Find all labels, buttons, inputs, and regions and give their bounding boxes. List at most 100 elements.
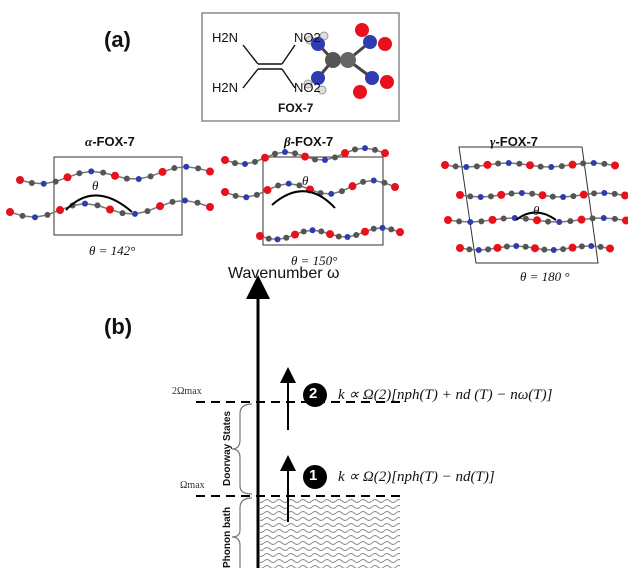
nitrogen-atom bbox=[32, 214, 38, 221]
carbon-atom bbox=[171, 165, 178, 172]
amine-group-top: H2N bbox=[212, 30, 239, 45]
alpha-phase-title: α-FOX-7 bbox=[85, 134, 135, 149]
nitrogen-atom bbox=[550, 246, 557, 253]
oxygen-atom bbox=[206, 202, 214, 211]
carbon-atom bbox=[452, 163, 459, 170]
oxygen-atom bbox=[483, 160, 492, 169]
nitrogen-atom bbox=[588, 243, 595, 250]
step-2-number: 2 bbox=[309, 385, 318, 402]
beta-unit-cell bbox=[262, 156, 384, 246]
level-omega-label: Ωmax bbox=[180, 480, 205, 491]
carbon-atom bbox=[529, 190, 536, 197]
carbon-atom bbox=[549, 193, 556, 200]
nitrogen-atom bbox=[243, 194, 250, 201]
carbon-atom bbox=[296, 182, 303, 189]
carbon-atom bbox=[144, 208, 151, 215]
nitrogen-atom bbox=[135, 175, 142, 182]
carbon-atom bbox=[495, 160, 502, 167]
nitrogen-atom bbox=[475, 246, 482, 253]
carbon-atom bbox=[522, 243, 529, 250]
oxygen-atom bbox=[263, 186, 272, 195]
carbon-atom bbox=[372, 146, 378, 153]
carbon-atom bbox=[570, 193, 577, 200]
oxygen-atom bbox=[111, 171, 119, 180]
oxygen-atom bbox=[606, 244, 614, 253]
oxygen-atom bbox=[456, 191, 464, 199]
nitrogen-atom bbox=[513, 243, 520, 250]
carbon-atom bbox=[466, 246, 473, 253]
phonon-bath-bracket bbox=[231, 497, 253, 568]
alpha-molecular-layers bbox=[6, 163, 214, 221]
carbon-atom bbox=[522, 215, 529, 222]
carbon-atom bbox=[503, 243, 510, 250]
carbon-atom bbox=[265, 235, 272, 242]
doorway-states-label: Doorway States bbox=[222, 410, 233, 486]
carbon-atom bbox=[318, 228, 325, 235]
carbon-atom bbox=[601, 160, 608, 167]
oxygen-atom bbox=[456, 244, 464, 252]
oxygen-atom bbox=[16, 176, 24, 184]
nitrogen-atom bbox=[285, 180, 292, 187]
carbon-atom bbox=[611, 215, 618, 222]
oxygen-atom bbox=[261, 153, 269, 162]
phonon-bath-label: Phonon bath bbox=[222, 506, 233, 568]
oxygen-atom bbox=[538, 191, 547, 200]
carbon-atom bbox=[312, 156, 318, 163]
nitrogen-atom bbox=[132, 210, 138, 217]
nitrogen-atom bbox=[370, 177, 377, 184]
oxygen-atom bbox=[291, 230, 299, 239]
carbon-atom bbox=[381, 179, 388, 186]
carbon-atom bbox=[52, 178, 59, 185]
carbon-atom bbox=[300, 228, 307, 235]
oxygen-atom bbox=[301, 152, 309, 161]
carbon-atom bbox=[567, 218, 574, 225]
carbon-atom bbox=[388, 226, 395, 233]
nitrogen-atom bbox=[379, 224, 386, 231]
oxygen-atom bbox=[156, 202, 164, 211]
carbon-atom bbox=[578, 243, 585, 250]
panel-b-label: (b) bbox=[104, 314, 133, 339]
carbon-atom bbox=[19, 212, 26, 219]
nitrogen-atom bbox=[518, 190, 525, 197]
oxygen-atom bbox=[56, 206, 64, 215]
oxygen-atom bbox=[611, 161, 619, 170]
carbon-atom bbox=[591, 190, 598, 197]
carbon-atom bbox=[94, 202, 101, 209]
oxygen-atom bbox=[106, 205, 114, 214]
carbon-atom bbox=[541, 246, 548, 253]
carbon-atom bbox=[44, 211, 51, 218]
step-1-badge bbox=[303, 465, 327, 489]
oxygen-atom bbox=[493, 243, 502, 252]
carbon-atom bbox=[467, 193, 474, 200]
oxygen-atom bbox=[63, 173, 72, 182]
nitrogen-atom bbox=[40, 180, 47, 187]
nitrogen-atom bbox=[601, 190, 608, 197]
carbon-atom bbox=[597, 243, 604, 250]
nitro-group-top: NO2 bbox=[294, 30, 321, 45]
nitrogen-atom bbox=[183, 163, 190, 170]
carbon-atom bbox=[589, 215, 596, 222]
beta-angle-value: θ = 150° bbox=[291, 253, 338, 268]
oxygen-atom bbox=[531, 244, 539, 253]
oxygen-atom bbox=[391, 182, 399, 191]
nitrogen-atom bbox=[309, 227, 316, 234]
carbon-atom bbox=[545, 218, 552, 225]
carbon-atom bbox=[338, 188, 345, 195]
oxygen-atom bbox=[622, 216, 628, 225]
carbon-atom bbox=[360, 178, 367, 185]
axis-title: Wavenumber ω bbox=[228, 265, 340, 282]
oxygen-atom bbox=[488, 215, 497, 224]
oxygen-atom bbox=[158, 167, 167, 176]
carbon-atom bbox=[352, 146, 358, 153]
molecule-name: FOX-7 bbox=[278, 101, 314, 115]
step-2-badge bbox=[303, 383, 327, 407]
oxygen-atom bbox=[497, 190, 506, 199]
gamma-phase-title: γ-FOX-7 bbox=[490, 134, 539, 149]
nitrogen-atom bbox=[88, 168, 95, 175]
doorway-bracket bbox=[231, 403, 253, 495]
carbon-atom bbox=[456, 218, 463, 225]
oxygen-atom bbox=[381, 149, 389, 158]
carbon-atom bbox=[147, 173, 154, 180]
oxygen-atom bbox=[533, 216, 541, 225]
oxygen-atom bbox=[206, 167, 214, 176]
